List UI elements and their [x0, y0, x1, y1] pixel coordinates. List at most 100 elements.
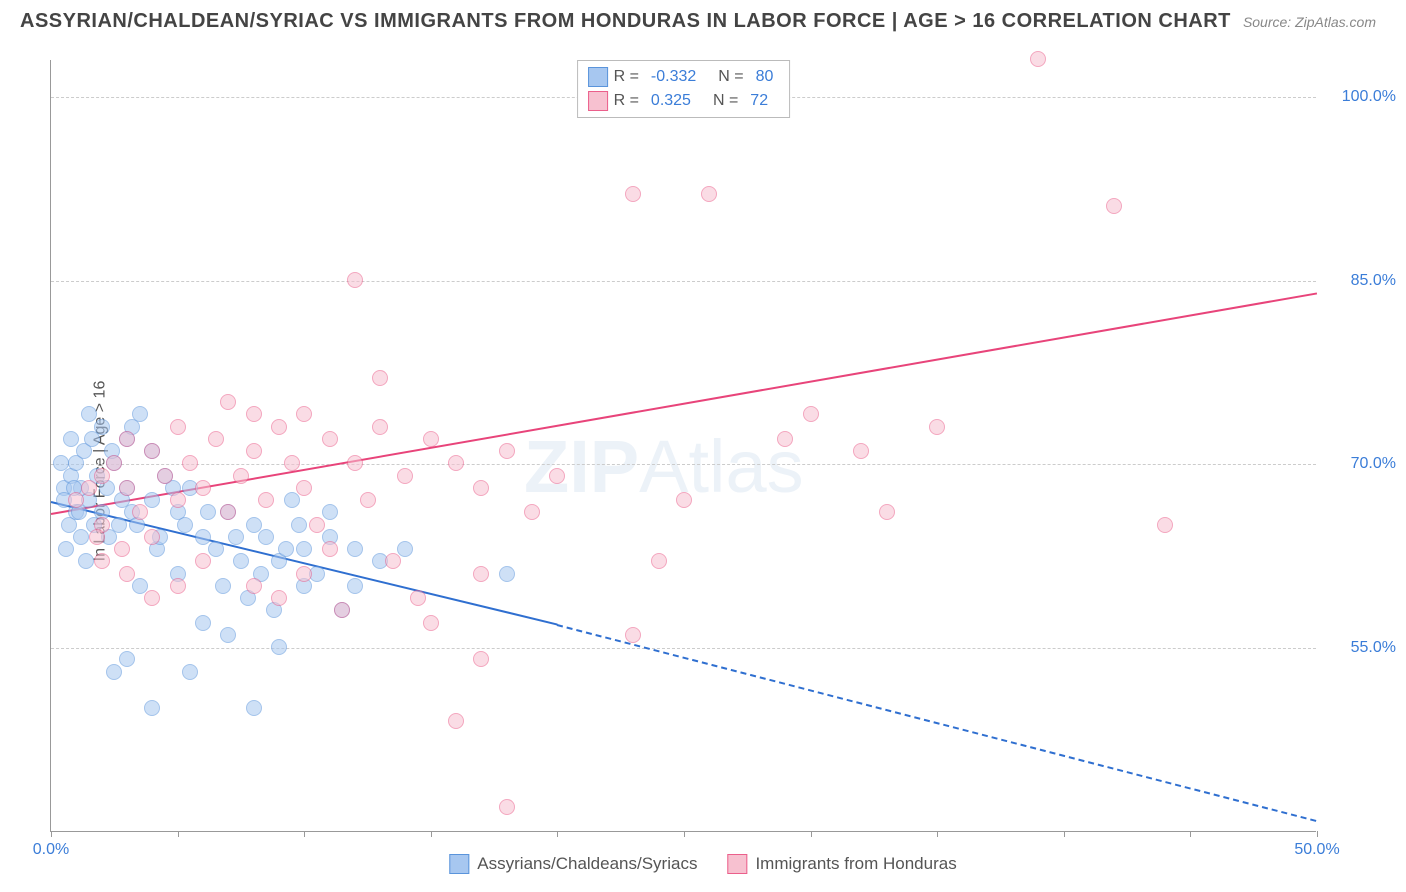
data-point	[347, 541, 363, 557]
data-point	[1106, 198, 1122, 214]
legend-n-value: 72	[750, 92, 768, 110]
data-point	[372, 419, 388, 435]
data-point	[524, 504, 540, 520]
data-point	[132, 504, 148, 520]
data-point	[284, 455, 300, 471]
legend-swatch	[588, 91, 608, 111]
legend-n-value: 80	[756, 68, 774, 86]
data-point	[473, 480, 489, 496]
data-point	[372, 370, 388, 386]
data-point	[625, 627, 641, 643]
data-point	[651, 553, 667, 569]
legend-label: Assyrians/Chaldeans/Syriacs	[477, 854, 697, 874]
legend-r-label: R =	[614, 68, 639, 86]
data-point	[63, 431, 79, 447]
data-point	[473, 566, 489, 582]
data-point	[84, 431, 100, 447]
data-point	[258, 492, 274, 508]
data-point	[177, 517, 193, 533]
grid-line	[51, 281, 1316, 282]
trend-line-dashed	[557, 624, 1317, 822]
data-point	[233, 468, 249, 484]
data-point	[258, 529, 274, 545]
data-point	[322, 504, 338, 520]
legend-n-label: N =	[713, 92, 738, 110]
data-point	[271, 590, 287, 606]
data-point	[271, 419, 287, 435]
x-tick	[1190, 831, 1191, 837]
data-point	[228, 529, 244, 545]
data-point	[385, 553, 401, 569]
legend-row: R = -0.332 N = 80	[588, 65, 780, 89]
data-point	[144, 590, 160, 606]
data-point	[182, 455, 198, 471]
y-tick-label: 100.0%	[1326, 88, 1396, 106]
data-point	[157, 468, 173, 484]
data-point	[410, 590, 426, 606]
data-point	[81, 480, 97, 496]
data-point	[170, 419, 186, 435]
data-point	[499, 799, 515, 815]
data-point	[94, 468, 110, 484]
data-point	[322, 541, 338, 557]
x-tick-label: 0.0%	[33, 841, 69, 859]
legend-n-label: N =	[718, 68, 743, 86]
data-point	[284, 492, 300, 508]
data-point	[296, 406, 312, 422]
data-point	[119, 566, 135, 582]
x-tick	[557, 831, 558, 837]
data-point	[144, 529, 160, 545]
data-point	[182, 664, 198, 680]
data-point	[296, 566, 312, 582]
data-point	[347, 578, 363, 594]
data-point	[195, 529, 211, 545]
data-point	[1030, 51, 1046, 67]
chart-container: In Labor Force | Age > 16 ZIPAtlas R =-0…	[0, 50, 1406, 892]
legend-item: Assyrians/Chaldeans/Syriacs	[449, 854, 697, 874]
data-point	[879, 504, 895, 520]
data-point	[119, 651, 135, 667]
data-point	[360, 492, 376, 508]
x-tick	[178, 831, 179, 837]
y-tick-label: 85.0%	[1326, 272, 1396, 290]
data-point	[448, 455, 464, 471]
data-point	[549, 468, 565, 484]
plot-area: ZIPAtlas R =-0.332N =80R =0.325N =72 55.…	[50, 60, 1316, 832]
data-point	[397, 468, 413, 484]
chart-title: ASSYRIAN/CHALDEAN/SYRIAC VS IMMIGRANTS F…	[20, 10, 1231, 33]
x-tick	[431, 831, 432, 837]
legend-swatch	[588, 67, 608, 87]
data-point	[89, 529, 105, 545]
data-point	[170, 578, 186, 594]
data-point	[200, 504, 216, 520]
data-point	[119, 480, 135, 496]
data-point	[215, 578, 231, 594]
data-point	[278, 541, 294, 557]
data-point	[929, 419, 945, 435]
data-point	[271, 639, 287, 655]
x-tick	[51, 831, 52, 837]
data-point	[803, 406, 819, 422]
data-point	[499, 443, 515, 459]
legend-r-value: 0.325	[651, 92, 691, 110]
data-point	[106, 664, 122, 680]
correlation-legend: R = -0.332 N = 80 R = 0.325 N = 72	[577, 60, 791, 118]
legend-r-label: R =	[614, 92, 639, 110]
data-point	[291, 517, 307, 533]
x-tick	[684, 831, 685, 837]
data-point	[144, 492, 160, 508]
x-tick	[304, 831, 305, 837]
data-point	[246, 700, 262, 716]
data-point	[94, 553, 110, 569]
data-point	[322, 431, 338, 447]
data-point	[233, 553, 249, 569]
legend-r-value: -0.332	[651, 68, 696, 86]
data-point	[195, 615, 211, 631]
x-tick	[1317, 831, 1318, 837]
legend-label: Immigrants from Honduras	[755, 854, 956, 874]
data-point	[423, 615, 439, 631]
data-point	[220, 394, 236, 410]
data-point	[119, 431, 135, 447]
data-point	[296, 480, 312, 496]
data-point	[246, 443, 262, 459]
